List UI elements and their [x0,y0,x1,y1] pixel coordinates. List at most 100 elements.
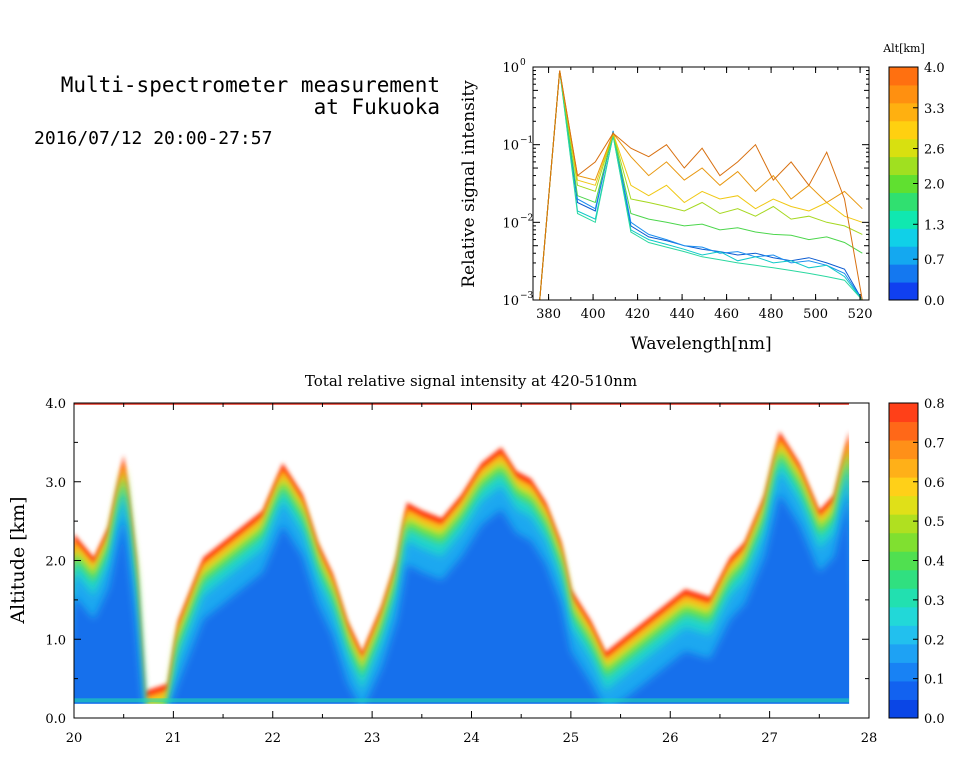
spectrum-series-0 [539,70,863,300]
heatmap-y-tick-label: 4.0 [45,397,66,412]
spectrum-x-tick-label: 480 [759,307,784,322]
spectrum-series-5 [539,70,863,300]
altitude-colorbar-tick-label: 4.0 [924,61,945,76]
intensity-colorbar-band [889,403,918,423]
altitude-colorbar-band [889,156,918,176]
spectrum-x-tick-label: 380 [536,307,561,322]
intensity-colorbar-band [889,680,918,700]
spectrum-lines [539,70,863,300]
intensity-colorbar-band [889,440,918,460]
spectrum-x-tick-label: 440 [670,307,695,322]
intensity-colorbar-ticks: 0.8 0.7 0.6 0.5 0.4 0.3 0.2 0.1 0.0 [913,397,945,727]
altitude-colorbar-band [889,138,918,158]
heatmap-y-axis-label: Altitude [km] [7,496,29,624]
intensity-colorbar-band [889,514,918,534]
spectrum-x-axis-label: Wavelength[nm] [630,334,771,354]
page-title-line2: at Fukuoka [313,95,440,119]
intensity-colorbar-tick-label: 0.7 [924,436,945,451]
spectrum-y-tick-label: 10 [502,61,519,76]
spectrum-series-8 [539,70,863,300]
spectrum-y-tick-label: 10 [502,216,519,231]
spectrum-y-tick-label: 10 [502,294,519,309]
intensity-colorbar-tick-label: 0.4 [924,555,945,570]
altitude-colorbar-tick-label: 0.0 [924,294,945,309]
altitude-colorbar-label: Alt[km] [882,42,925,55]
altitude-colorbar-band [889,192,918,211]
altitude-colorbar-tick-label: 1.3 [924,218,945,233]
altitude-colorbar-band [889,67,918,86]
spectrum-y-tick-exponent: −3 [520,291,534,301]
heatmap-area [74,403,869,718]
heatmap-y-tick-label: 3.0 [45,476,66,491]
intensity-colorbar-band [889,662,918,682]
intensity-colorbar [889,403,918,719]
heatmap-x-tick-label: 23 [364,731,381,746]
spectrum-y-tick-exponent: −2 [520,213,533,223]
spectrum-y-tick-label: 10 [502,139,519,154]
intensity-colorbar-tick-label: 0.2 [924,633,945,648]
spectrum-y-tick-exponent: 0 [520,58,526,68]
intensity-colorbar-band [889,588,918,608]
altitude-colorbar-band [889,282,918,301]
spectrum-series-7 [539,70,863,300]
intensity-colorbar-band [889,495,918,515]
altitude-colorbar-tick-label: 3.3 [924,102,945,117]
intensity-colorbar-band [889,606,918,626]
intensity-colorbar-band [889,699,918,719]
spectrum-series-2 [539,70,863,300]
intensity-colorbar-band [889,458,918,478]
altitude-colorbar-band [889,174,918,193]
altitude-colorbar [889,67,918,301]
page-title-line1: Multi-spectrometer measurement [60,73,440,97]
altitude-colorbar-band [889,264,918,283]
heatmap-x-tick-label: 27 [761,731,778,746]
heatmap-x-tick-label: 20 [66,731,83,746]
spectrum-series-1 [539,70,863,300]
intensity-colorbar-band [889,421,918,441]
intensity-colorbar-band [889,477,918,497]
intensity-colorbar-tick-label: 0.6 [924,476,945,491]
intensity-colorbar-tick-label: 0.8 [924,397,945,412]
heatmap-x-tick-label: 21 [165,731,182,746]
heatmap-layers [74,403,869,718]
spectrum-y-axis-label: Relative signal intensity [459,80,479,288]
heatmap-x-tick-label: 28 [861,731,878,746]
altitude-colorbar-band [889,102,918,122]
spectrum-x-tick-label: 520 [848,307,873,322]
altitude-colorbar-band [889,228,918,247]
spectrum-x-tick-label: 460 [714,307,739,322]
intensity-colorbar-band [889,532,918,552]
intensity-colorbar-tick-label: 0.3 [924,594,945,609]
altitude-colorbar-band [889,246,918,265]
page-subtitle: 2016/07/12 20:00-27:57 [34,128,273,149]
intensity-colorbar-band [889,569,918,589]
heatmap-y-tick-label: 0.0 [45,712,66,727]
heatmap-x-ticks: 20 21 22 23 24 25 26 27 28 [66,403,878,746]
heatmap-y-tick-label: 2.0 [45,555,66,570]
intensity-colorbar-band [889,643,918,663]
heatmap-title: Total relative signal intensity at 420-5… [305,372,637,390]
heatmap-y-ticks: 0.0 1.0 2.0 3.0 4.0 [45,397,869,727]
spectrum-x-tick-label: 400 [581,307,606,322]
heatmap-y-tick-label: 1.0 [45,633,66,648]
altitude-colorbar-tick-label: 2.6 [924,143,945,158]
heatmap-x-tick-label: 26 [662,731,679,746]
spectrum-x-tick-label: 420 [625,307,650,322]
altitude-colorbar-band [889,84,918,104]
spectrum-series-6 [539,70,863,300]
altitude-colorbar-ticks: 4.0 3.3 2.6 2.0 1.3 0.7 0.0 [913,61,945,309]
heatmap-x-tick-label: 24 [463,731,480,746]
spectrum-y-tick-exponent: −1 [520,136,533,146]
spectrum-series-4 [539,70,863,300]
intensity-colorbar-tick-label: 0.1 [924,673,945,688]
altitude-colorbar-band [889,120,918,140]
heatmap-layer-blue [74,493,859,718]
heatmap-low-band [74,698,849,703]
altitude-colorbar-tick-label: 0.7 [924,253,945,268]
altitude-colorbar-band [889,210,918,229]
spectrum-plot-frame [532,66,870,301]
spectrum-x-tick-label: 500 [803,307,828,322]
spectrum-x-ticks: 380 400 420 440 460 480 500 520 [536,67,873,322]
